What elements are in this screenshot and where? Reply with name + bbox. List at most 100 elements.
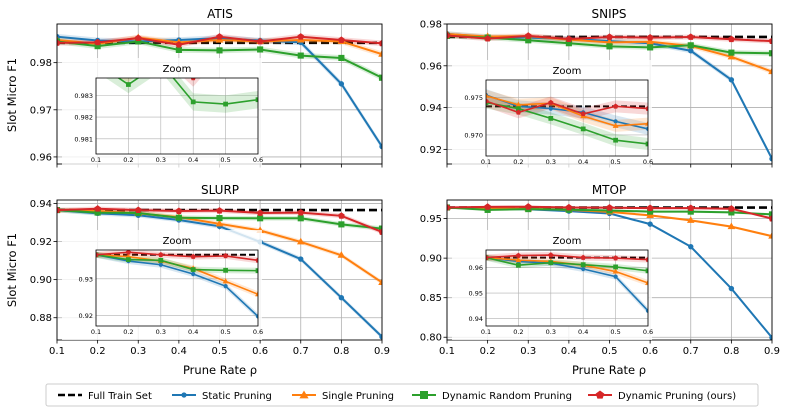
data-point-dynamic — [175, 41, 183, 48]
data-point-dynamic — [524, 203, 532, 210]
inset-data-point-random — [580, 262, 586, 268]
inset-data-point-single — [223, 53, 229, 58]
series-group — [57, 33, 382, 150]
data-point-static — [728, 77, 735, 83]
data-point-random — [687, 208, 694, 215]
legend-label-full-train: Full Train Set — [88, 391, 152, 402]
inset-series-line-static — [96, 254, 258, 317]
data-point-dynamic — [378, 39, 382, 47]
inset-data-point-static — [581, 266, 586, 272]
x-tick-label: 0.8 — [723, 346, 739, 357]
inset-series-line-static — [486, 256, 648, 312]
data-point-dynamic — [565, 35, 573, 42]
y-axis-label-top: Slot Micro F1 — [5, 58, 19, 132]
y-tick-label: 0.92 — [420, 145, 442, 156]
y-tick-label: 0.98 — [420, 20, 442, 31]
inset-y-tick-label: 0.96 — [469, 264, 483, 272]
x-tick-label: 0.3 — [520, 346, 536, 357]
data-point-dynamic — [687, 33, 695, 40]
y-tick-label: 0.96 — [420, 61, 442, 72]
inset-y-tick-label: 0.94 — [469, 315, 483, 323]
data-point-dynamic — [768, 37, 772, 45]
x-tick-label: 0.7 — [683, 346, 699, 357]
data-point-random — [297, 52, 304, 59]
inset-data-point-dynamic — [190, 78, 196, 81]
data-point-dynamic — [606, 204, 613, 211]
inset-series-line-random — [96, 254, 258, 272]
inset-series-group — [486, 89, 648, 150]
data-point-dynamic — [57, 39, 61, 46]
y-tick-label: 0.90 — [420, 254, 442, 265]
inset-data-point-dynamic — [515, 252, 522, 258]
data-point-random — [257, 46, 264, 53]
inset-data-point-single — [93, 53, 99, 58]
inset-data-point-dynamic — [96, 252, 99, 258]
data-point-static — [338, 81, 345, 87]
data-point-random — [378, 225, 382, 232]
legend-item-dynamic: Dynamic Pruning (ours) — [588, 390, 736, 402]
inset-data-point-random — [516, 262, 521, 268]
data-point-single — [727, 222, 736, 230]
inset-data-point-static — [613, 119, 618, 124]
x-tick-label: 0.2 — [480, 346, 496, 357]
inset-data-point-static — [191, 54, 195, 58]
inset-y-tick-label: 0.970 — [464, 131, 483, 139]
inset-y-tick-label: 0.983 — [74, 92, 93, 100]
data-point-static — [338, 295, 345, 301]
inset-zoom-title: Zoom — [553, 236, 582, 247]
data-point-static — [298, 256, 304, 262]
x-tick-label: 0.3 — [130, 346, 146, 357]
data-point-dynamic — [646, 204, 654, 212]
data-point-random — [768, 211, 772, 218]
inset-x-tick-label: 0.2 — [513, 158, 523, 166]
inset-data-point-dynamic — [222, 253, 229, 259]
inset-zoom-title: Zoom — [553, 66, 582, 77]
data-point-random — [768, 50, 772, 57]
x-tick-label: 0.4 — [561, 346, 577, 357]
data-point-dynamic — [687, 204, 695, 212]
inset-data-point-random — [613, 264, 618, 270]
inset-series-line-single — [486, 95, 648, 127]
inset-plot-bg — [96, 250, 258, 326]
inset-data-point-single — [612, 122, 619, 128]
x-tick-label: 0.6 — [252, 346, 268, 357]
y-tick-label: 0.97 — [30, 105, 52, 116]
data-point-random — [378, 74, 382, 81]
inset-x-tick-label: 0.2 — [123, 156, 133, 164]
data-point-dynamic — [256, 209, 264, 216]
data-point-dynamic — [134, 34, 142, 42]
data-point-dynamic — [297, 208, 305, 216]
x-tick-label: 0.4 — [171, 346, 187, 357]
inset-zoom-title: Zoom — [163, 236, 192, 247]
inset-y-tick-label: 0.92 — [79, 312, 93, 320]
inset-x-tick-label: 0.3 — [546, 158, 556, 166]
inset-data-point-single — [645, 120, 648, 126]
inset-data-point-random — [548, 260, 554, 266]
inset-data-point-random — [580, 126, 586, 132]
inset-data-point-static — [645, 308, 648, 313]
data-point-static — [379, 334, 382, 340]
data-point-single — [337, 251, 346, 258]
inset-series-group — [93, 53, 258, 113]
inset-data-point-dynamic — [580, 254, 586, 260]
y-tick-label: 0.95 — [420, 214, 442, 225]
inset-frame — [95, 77, 259, 155]
data-point-random — [216, 47, 223, 54]
data-point-random — [135, 38, 142, 45]
y-axis-label-bottom: Slot Micro F1 — [5, 233, 19, 307]
zoom-inset: 0.1 0.2 0.3 0.4 0.5 0.6 0.96 0.95 0.94 Zoom — [452, 230, 653, 340]
inset-x-tick-label: 0.2 — [513, 328, 523, 336]
inset-series-line-random — [486, 101, 648, 145]
legend-label-static: Static Pruning — [202, 391, 272, 402]
inset-y-tick-label: 0.975 — [464, 94, 483, 102]
inset-x-tick-label: 0.6 — [643, 328, 653, 336]
inset-data-point-dynamic — [255, 257, 258, 263]
inset-data-point-random — [548, 115, 554, 121]
inset-data-point-static — [223, 284, 228, 289]
inset-data-point-random — [158, 257, 164, 263]
data-point-dynamic — [484, 203, 492, 210]
data-point-dynamic — [484, 35, 492, 42]
x-tick-label: 0.9 — [374, 346, 390, 357]
inset-data-point-dynamic — [125, 250, 132, 255]
inset-data-point-single — [255, 291, 258, 297]
